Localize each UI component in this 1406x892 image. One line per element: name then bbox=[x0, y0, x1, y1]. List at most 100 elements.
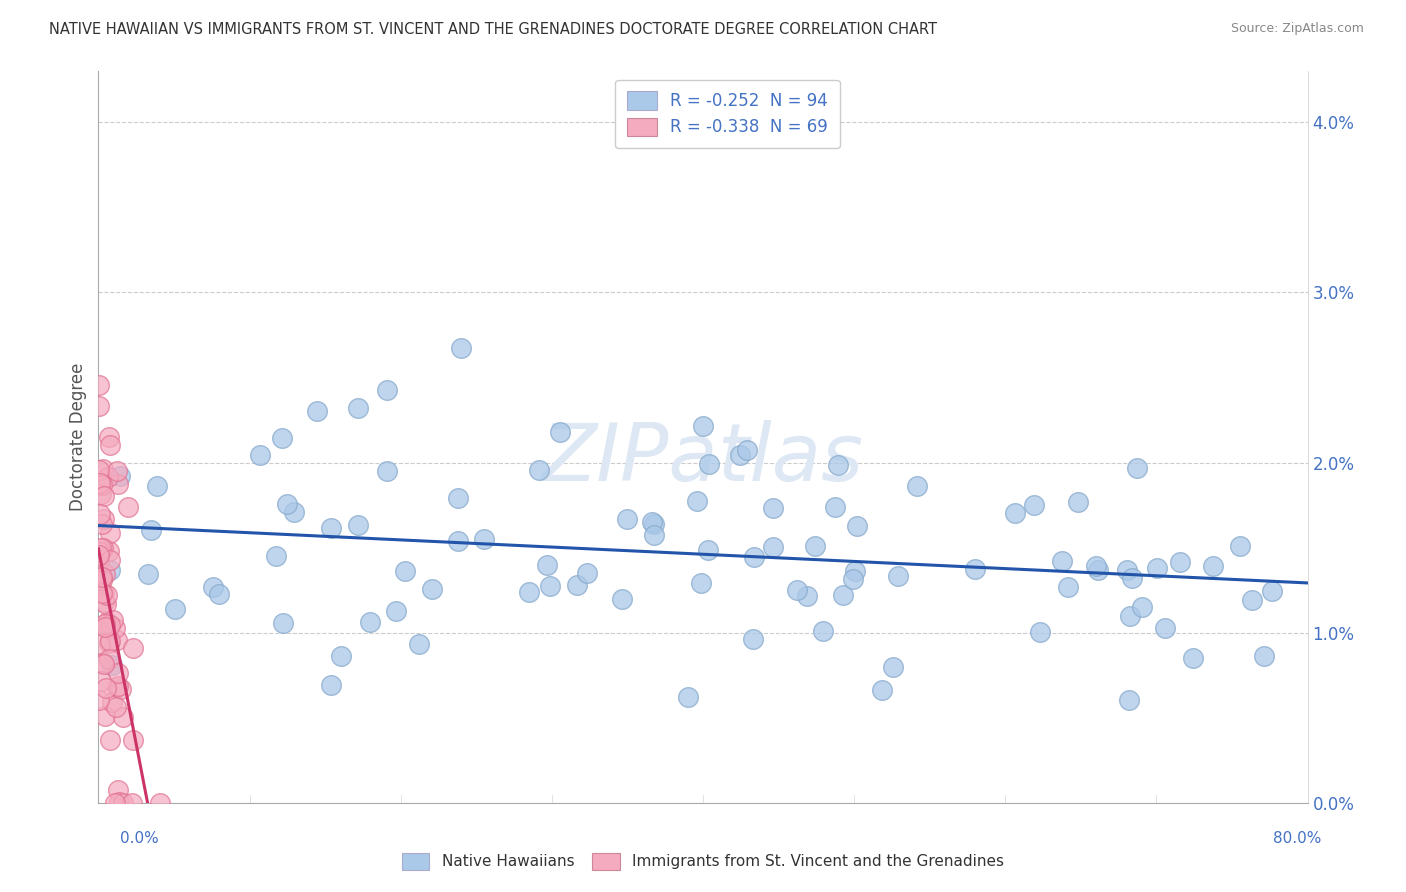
Point bbox=[408, 637, 430, 651]
Point bbox=[1024, 498, 1046, 512]
Point bbox=[89, 475, 111, 490]
Point bbox=[882, 659, 904, 673]
Point bbox=[803, 539, 825, 553]
Point bbox=[97, 469, 120, 483]
Legend: Native Hawaiians, Immigrants from St. Vincent and the Grenadines: Native Hawaiians, Immigrants from St. Vi… bbox=[394, 846, 1012, 877]
Point bbox=[108, 795, 131, 809]
Point bbox=[107, 665, 129, 680]
Point bbox=[94, 709, 117, 723]
Point bbox=[610, 591, 633, 606]
Point bbox=[643, 528, 665, 542]
Point bbox=[1130, 600, 1153, 615]
Point bbox=[887, 568, 910, 582]
Point bbox=[165, 601, 187, 615]
Point bbox=[1119, 609, 1142, 624]
Point bbox=[111, 796, 134, 810]
Point bbox=[117, 500, 139, 514]
Point bbox=[271, 431, 294, 445]
Point bbox=[202, 580, 225, 594]
Point bbox=[121, 796, 143, 810]
Point bbox=[94, 681, 117, 696]
Point bbox=[93, 657, 115, 671]
Text: NATIVE HAWAIIAN VS IMMIGRANTS FROM ST. VINCENT AND THE GRENADINES DOCTORATE DEGR: NATIVE HAWAIIAN VS IMMIGRANTS FROM ST. V… bbox=[49, 22, 938, 37]
Point bbox=[89, 576, 111, 591]
Point bbox=[1168, 555, 1191, 569]
Point bbox=[89, 463, 111, 477]
Point bbox=[122, 732, 145, 747]
Point bbox=[446, 491, 468, 505]
Point bbox=[93, 489, 115, 503]
Point bbox=[689, 575, 711, 590]
Point bbox=[321, 678, 343, 692]
Text: ZIPatlas: ZIPatlas bbox=[541, 420, 865, 498]
Y-axis label: Doctorate Degree: Doctorate Degree bbox=[69, 363, 87, 511]
Point bbox=[1084, 559, 1107, 574]
Point bbox=[97, 635, 120, 649]
Point bbox=[548, 425, 571, 439]
Point bbox=[107, 782, 129, 797]
Point bbox=[1087, 562, 1109, 576]
Point bbox=[1004, 506, 1026, 520]
Point bbox=[963, 562, 986, 576]
Point bbox=[91, 541, 114, 555]
Point bbox=[136, 566, 159, 581]
Point bbox=[394, 564, 416, 578]
Point bbox=[692, 419, 714, 434]
Point bbox=[98, 634, 121, 648]
Point bbox=[385, 603, 408, 617]
Point bbox=[96, 588, 118, 602]
Point bbox=[870, 683, 893, 698]
Point bbox=[90, 574, 112, 588]
Point bbox=[375, 383, 398, 397]
Point bbox=[276, 497, 298, 511]
Point bbox=[844, 564, 866, 578]
Point bbox=[762, 540, 785, 554]
Point bbox=[1146, 561, 1168, 575]
Point bbox=[744, 550, 766, 565]
Point bbox=[527, 463, 550, 477]
Point bbox=[98, 563, 121, 577]
Point bbox=[105, 680, 128, 694]
Point bbox=[824, 500, 846, 514]
Point bbox=[271, 616, 294, 631]
Point bbox=[307, 404, 329, 418]
Point bbox=[107, 477, 129, 491]
Point bbox=[105, 632, 128, 647]
Point bbox=[94, 617, 117, 632]
Point bbox=[111, 710, 134, 724]
Point bbox=[87, 400, 110, 414]
Point bbox=[89, 508, 111, 522]
Point bbox=[1153, 621, 1175, 635]
Point bbox=[139, 523, 162, 537]
Point bbox=[1261, 584, 1284, 599]
Point bbox=[89, 377, 111, 392]
Point bbox=[90, 673, 112, 688]
Point bbox=[905, 479, 928, 493]
Point bbox=[1057, 580, 1080, 594]
Point bbox=[641, 515, 664, 529]
Point bbox=[87, 692, 110, 706]
Point bbox=[122, 641, 145, 656]
Point bbox=[101, 695, 124, 709]
Point bbox=[104, 796, 127, 810]
Legend: R = -0.252  N = 94, R = -0.338  N = 69: R = -0.252 N = 94, R = -0.338 N = 69 bbox=[616, 79, 839, 148]
Point bbox=[89, 552, 111, 566]
Point bbox=[97, 543, 120, 558]
Point bbox=[90, 586, 112, 600]
Point bbox=[87, 574, 110, 589]
Point bbox=[98, 438, 121, 452]
Point bbox=[104, 620, 127, 634]
Point bbox=[1121, 571, 1143, 585]
Point bbox=[93, 586, 115, 600]
Point bbox=[1181, 650, 1204, 665]
Point bbox=[737, 442, 759, 457]
Point bbox=[827, 458, 849, 473]
Point bbox=[96, 615, 118, 629]
Point bbox=[420, 582, 443, 596]
Point bbox=[110, 681, 132, 696]
Point bbox=[90, 487, 112, 501]
Point bbox=[686, 493, 709, 508]
Point bbox=[832, 588, 855, 602]
Point bbox=[616, 512, 638, 526]
Point bbox=[90, 517, 112, 532]
